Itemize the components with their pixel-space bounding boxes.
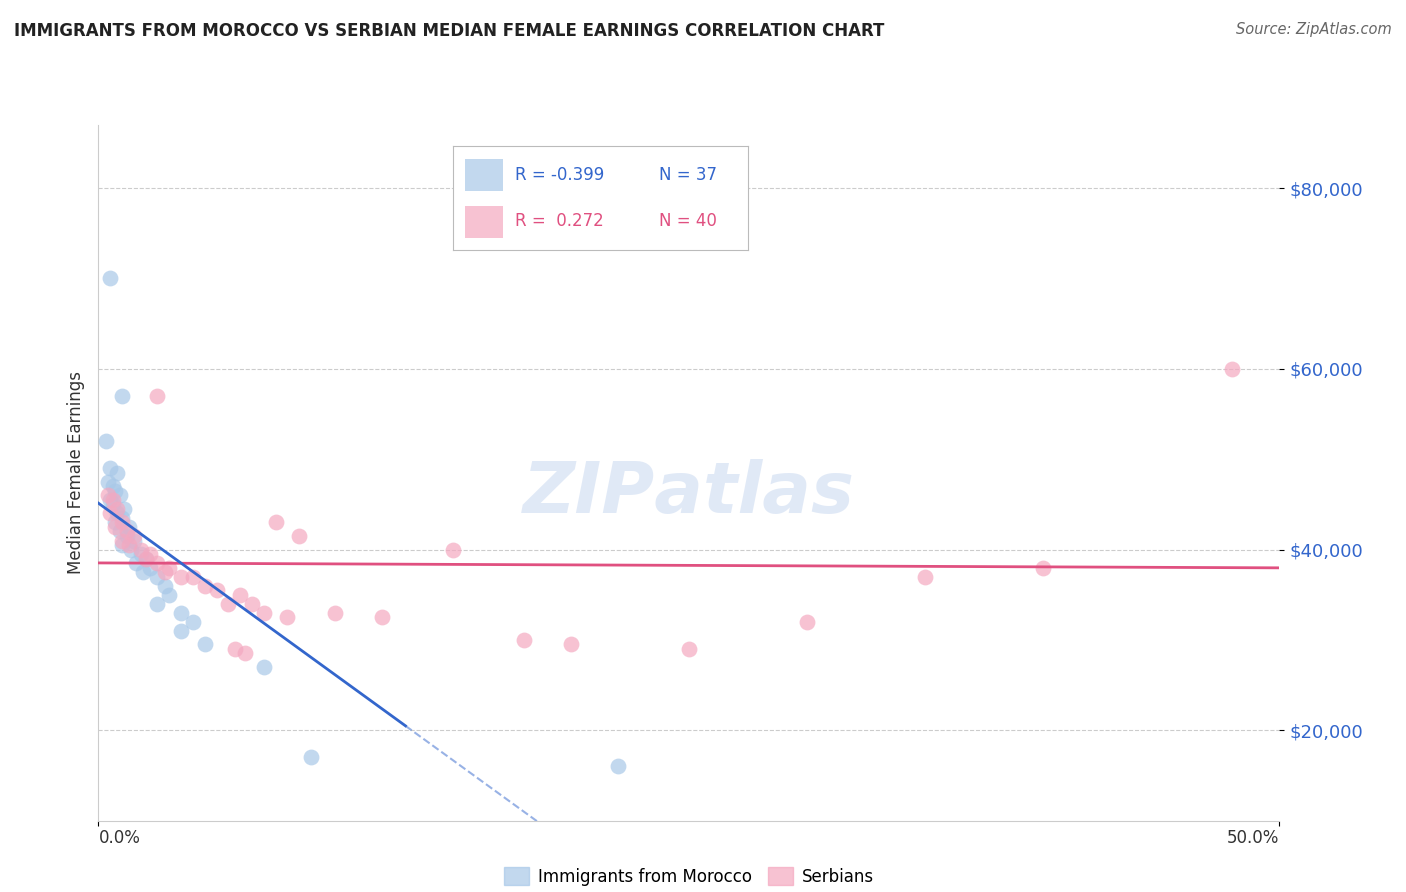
Text: 0.0%: 0.0% <box>98 829 141 847</box>
Point <box>229 588 252 602</box>
Point <box>97 488 120 502</box>
Point <box>122 533 145 548</box>
Point <box>217 597 239 611</box>
Point <box>1032 560 1054 574</box>
Point <box>233 647 256 661</box>
Point <box>678 642 700 657</box>
Point <box>105 502 128 516</box>
Text: ZIP​atlas: ZIP​atlas <box>523 459 855 528</box>
Text: IMMIGRANTS FROM MOROCCO VS SERBIAN MEDIAN FEMALE EARNINGS CORRELATION CHART: IMMIGRANTS FROM MOROCCO VS SERBIAN MEDIA… <box>14 22 884 40</box>
Point <box>104 520 127 534</box>
Point <box>264 516 287 530</box>
Point <box>129 547 152 561</box>
Point <box>181 615 204 629</box>
Point <box>104 516 127 530</box>
Point <box>205 583 228 598</box>
Point <box>112 502 135 516</box>
Point <box>181 569 204 583</box>
Point <box>139 560 162 574</box>
Point <box>146 597 169 611</box>
Point <box>139 547 162 561</box>
Point <box>135 551 157 566</box>
Point <box>98 492 121 507</box>
Point <box>157 560 180 574</box>
Point <box>153 579 176 593</box>
Legend: Immigrants from Morocco, Serbians: Immigrants from Morocco, Serbians <box>498 861 880 892</box>
Point <box>101 492 124 507</box>
Point <box>129 542 152 557</box>
Point <box>108 488 131 502</box>
Point <box>170 624 193 638</box>
Point <box>105 466 128 480</box>
Point <box>111 533 134 548</box>
Point <box>98 461 121 475</box>
Point <box>224 642 246 657</box>
Point <box>146 569 169 583</box>
Point <box>98 507 121 521</box>
Point <box>323 606 346 620</box>
Y-axis label: Median Female Earnings: Median Female Earnings <box>66 371 84 574</box>
Point <box>157 588 180 602</box>
Point <box>118 520 141 534</box>
Point <box>98 271 121 285</box>
Point <box>132 565 155 579</box>
Point <box>288 529 311 543</box>
Point <box>104 483 127 498</box>
Point <box>115 524 138 539</box>
Point <box>170 569 193 583</box>
Point <box>135 551 157 566</box>
Point <box>371 610 394 624</box>
Point <box>253 606 276 620</box>
Point <box>118 538 141 552</box>
Point <box>122 529 145 543</box>
Point <box>125 556 148 570</box>
Point <box>299 750 322 764</box>
Point <box>111 516 134 530</box>
Point <box>146 556 169 570</box>
Point <box>153 565 176 579</box>
Point <box>194 579 217 593</box>
Point <box>111 511 134 525</box>
Point <box>607 759 630 773</box>
Text: 50.0%: 50.0% <box>1227 829 1279 847</box>
Point <box>441 542 464 557</box>
Point <box>276 610 298 624</box>
Point <box>240 597 263 611</box>
Text: Source: ZipAtlas.com: Source: ZipAtlas.com <box>1236 22 1392 37</box>
Point <box>105 507 128 521</box>
Point <box>560 637 582 651</box>
Point <box>115 529 138 543</box>
Point <box>101 497 124 511</box>
Point <box>170 606 193 620</box>
Point <box>111 538 134 552</box>
Point <box>101 479 124 493</box>
Point <box>914 569 936 583</box>
Point <box>108 524 131 539</box>
Point <box>111 389 134 403</box>
Point <box>1220 362 1243 376</box>
Point <box>146 389 169 403</box>
Point <box>796 615 818 629</box>
Point <box>121 542 143 557</box>
Point <box>194 637 217 651</box>
Point <box>253 660 276 674</box>
Point <box>94 434 117 449</box>
Point <box>97 475 120 489</box>
Point <box>512 632 534 647</box>
